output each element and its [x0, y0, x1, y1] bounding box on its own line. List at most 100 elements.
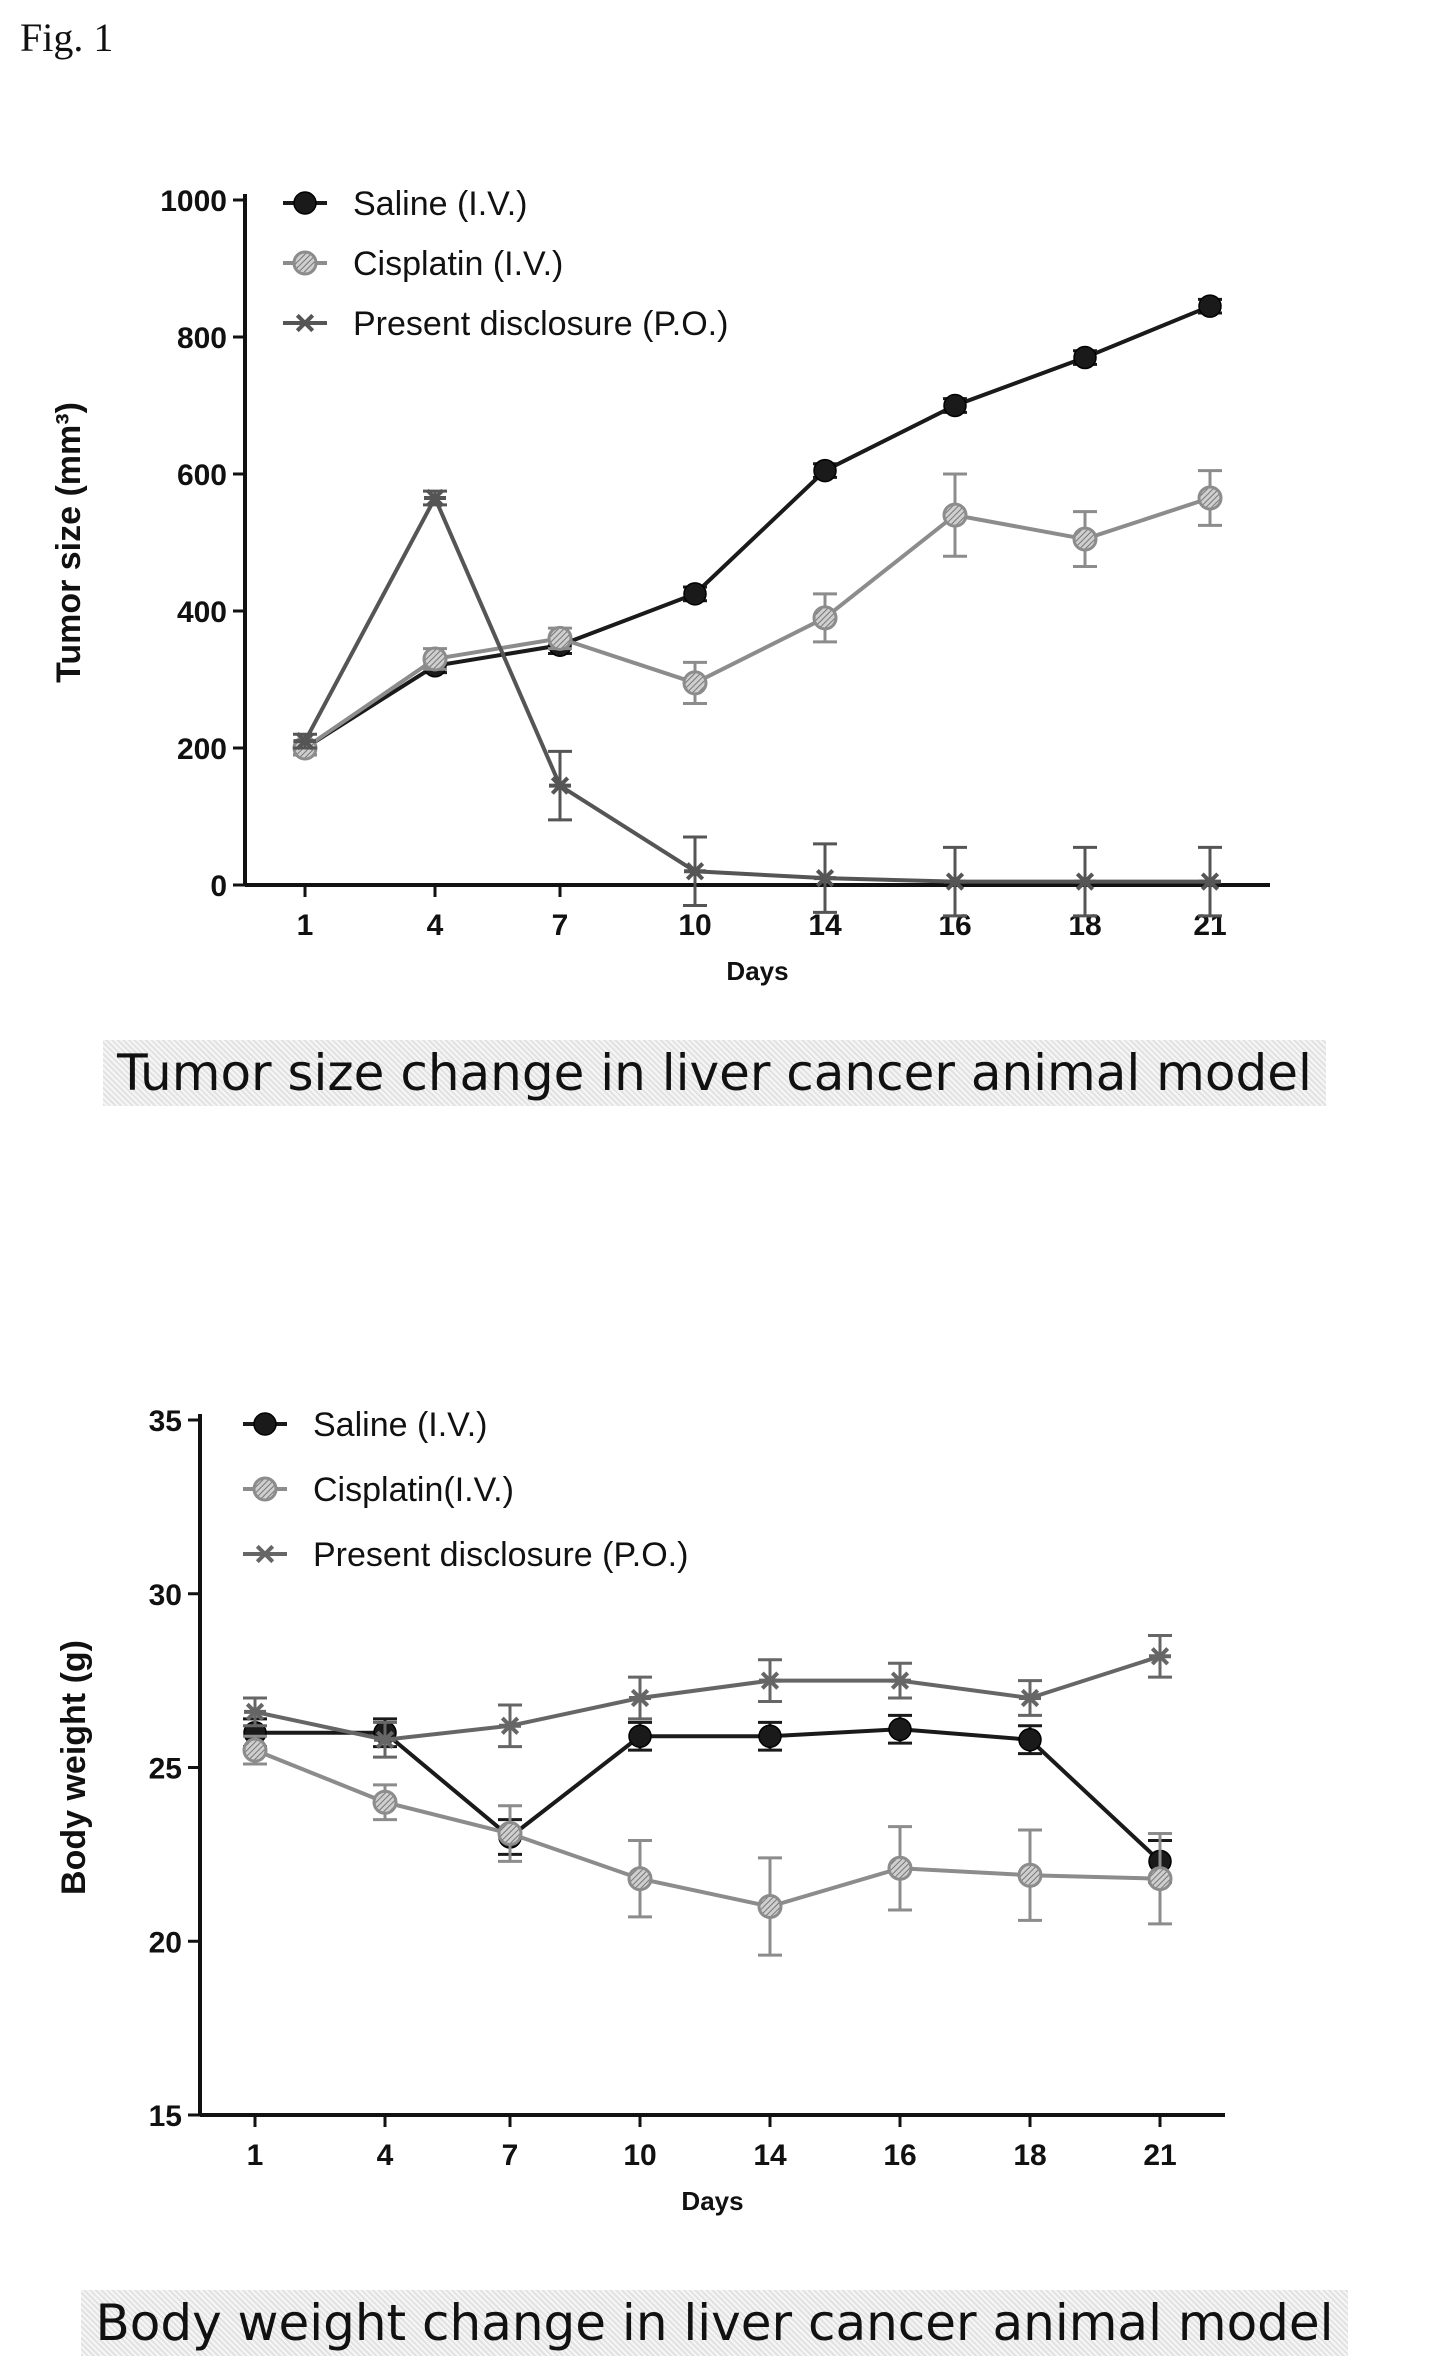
x-axis-title: Days [681, 2186, 743, 2216]
legend-label: Cisplatin (I.V.) [353, 245, 563, 283]
legend-label: Present disclosure (P.O.) [313, 1536, 688, 1574]
legend-label: Saline (I.V.) [353, 185, 528, 223]
data-point [814, 869, 836, 888]
x-tick-label: 14 [808, 909, 842, 942]
data-point [944, 872, 966, 891]
data-point [547, 625, 573, 651]
x-tick-label: 14 [753, 2139, 787, 2172]
data-point [758, 1724, 782, 1748]
x-tick-label: 4 [377, 2139, 394, 2172]
data-point [1017, 1862, 1043, 1888]
y-tick-label: 15 [149, 2100, 182, 2133]
series-line [303, 496, 1211, 750]
y-tick-label: 800 [177, 322, 227, 355]
data-point [1074, 872, 1096, 891]
data-point [1073, 345, 1097, 370]
data-point [888, 1717, 912, 1742]
data-point [812, 605, 838, 631]
legend-marker [252, 1476, 278, 1502]
legend-label: Cisplatin(I.V.) [313, 1471, 514, 1509]
data-point [294, 732, 316, 751]
x-tick-label: 1 [247, 2139, 264, 2172]
y-tick-label: 35 [149, 1405, 182, 1438]
y-tick-label: 200 [177, 733, 227, 766]
data-point [1199, 872, 1221, 891]
data-point [629, 1688, 651, 1708]
data-point [1198, 294, 1222, 318]
series-2 [242, 1734, 1173, 1957]
y-tick-label: 400 [177, 596, 227, 629]
data-point [1147, 1866, 1173, 1892]
x-axis-title: Days [726, 956, 788, 986]
data-point [1149, 1647, 1171, 1666]
x-tick-label: 16 [883, 2139, 916, 2172]
y-axis-title: Body weight (g) [55, 1640, 93, 1895]
y-axis-title: Tumor size (mm³) [50, 402, 88, 683]
legend-item: Present disclosure (P.O.) [243, 1536, 688, 1574]
series-3 [243, 1633, 1172, 1759]
series-line [303, 493, 1210, 884]
data-point [813, 458, 837, 483]
data-point [682, 670, 708, 696]
y-tick-label: 30 [149, 1579, 182, 1612]
x-tick-label: 18 [1013, 2139, 1046, 2172]
legend-marker [254, 1544, 276, 1564]
x-tick-label: 4 [427, 909, 444, 942]
legend-item: Cisplatin (I.V.) [283, 245, 563, 283]
body-weight-caption-text: Body weight change in liver cancer anima… [81, 2290, 1348, 2356]
data-point [1019, 1688, 1041, 1708]
data-point [759, 1671, 781, 1690]
data-point [889, 1671, 911, 1690]
data-point [372, 1789, 398, 1815]
x-tick-label: 10 [623, 2139, 656, 2172]
data-point [1197, 485, 1223, 511]
data-point [424, 488, 446, 508]
data-point [628, 1724, 652, 1748]
data-point [497, 1821, 523, 1847]
series-2 [292, 469, 1223, 761]
data-point [887, 1855, 913, 1881]
data-point [549, 776, 571, 795]
data-point [943, 393, 967, 418]
figure-label: Fig. 1 [20, 15, 114, 60]
y-tick-label: 20 [149, 1926, 182, 1959]
legend-item: Present disclosure (P.O.) [283, 305, 728, 343]
tumor-size-caption-text: Tumor size change in liver cancer animal… [103, 1040, 1326, 1106]
y-tick-label: 1000 [160, 185, 227, 218]
series-line [255, 1727, 1162, 1863]
legend-marker [294, 313, 316, 333]
data-point [627, 1866, 653, 1892]
tumor-size-caption: Tumor size change in liver cancer animal… [0, 1040, 1429, 1106]
legend-marker [293, 191, 317, 215]
y-tick-label: 600 [177, 459, 227, 492]
x-tick-label: 7 [552, 909, 569, 942]
data-point [942, 502, 968, 528]
x-tick-label: 1 [297, 909, 314, 942]
legend-marker [292, 250, 318, 276]
legend-marker [253, 1412, 277, 1436]
x-tick-label: 21 [1143, 2139, 1176, 2172]
data-point [244, 1702, 266, 1722]
data-point [374, 1730, 396, 1749]
legend-item: Saline (I.V.) [283, 185, 528, 223]
data-point [1072, 526, 1098, 552]
series-line [303, 304, 1211, 750]
legend-item: Cisplatin(I.V.) [243, 1471, 514, 1509]
data-point [242, 1737, 268, 1763]
legend-item: Saline (I.V.) [243, 1406, 488, 1444]
data-point [1018, 1727, 1042, 1752]
body-weight-caption: Body weight change in liver cancer anima… [0, 2290, 1429, 2356]
legend-label: Saline (I.V.) [313, 1406, 488, 1444]
legend-label: Present disclosure (P.O.) [353, 305, 728, 343]
x-tick-label: 7 [502, 2139, 519, 2172]
data-point [757, 1894, 783, 1919]
data-point [499, 1716, 521, 1735]
data-point [683, 582, 707, 606]
data-point [684, 862, 706, 881]
series-line [254, 1654, 1161, 1742]
y-tick-label: 0 [210, 870, 227, 903]
x-tick-label: 10 [678, 909, 711, 942]
series-3 [293, 488, 1222, 918]
